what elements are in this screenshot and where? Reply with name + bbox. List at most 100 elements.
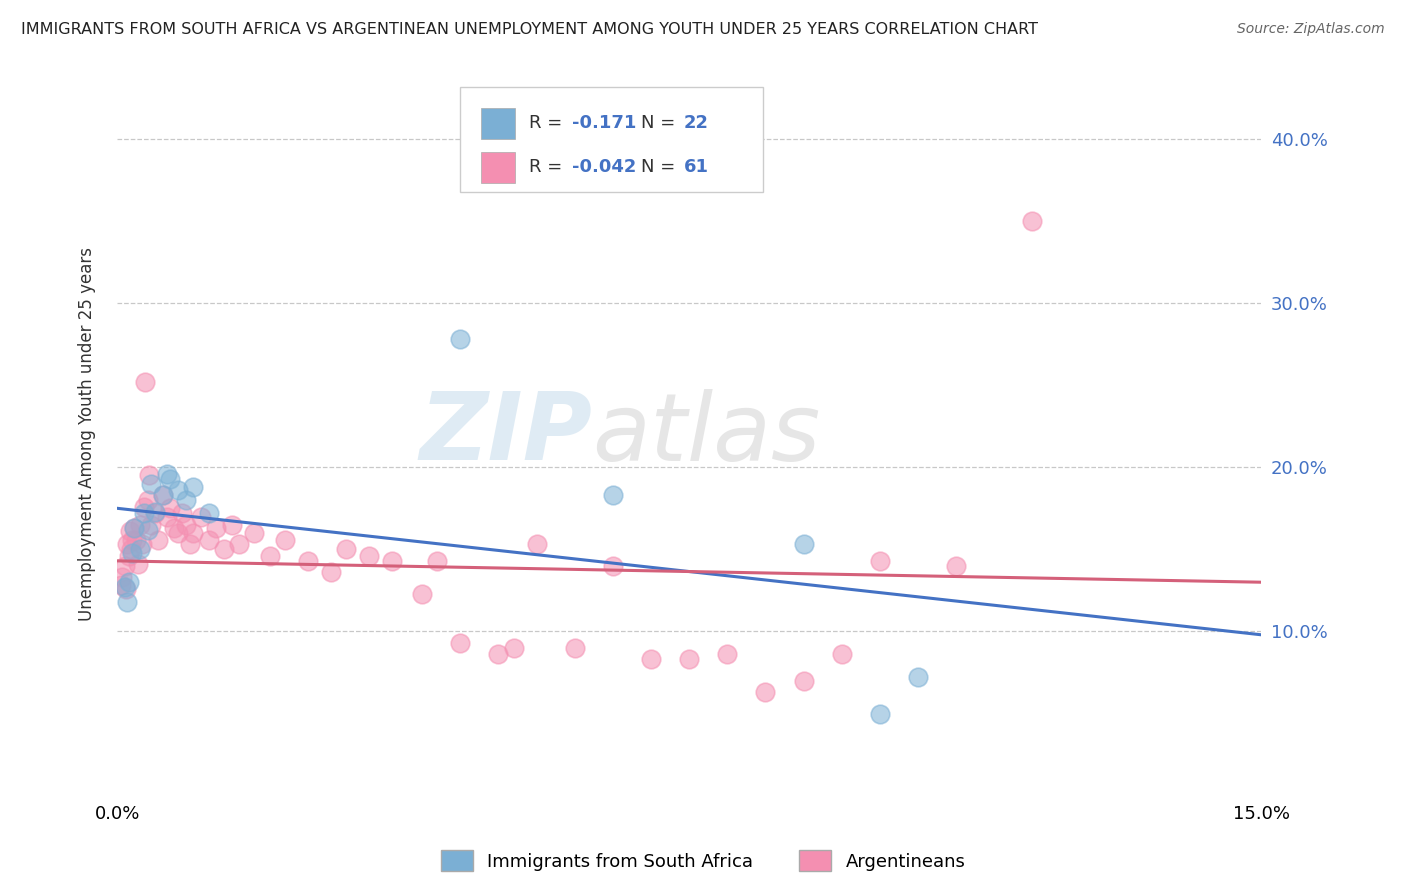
Text: 61: 61	[683, 158, 709, 176]
Point	[792, 673, 814, 688]
Point	[174, 493, 197, 508]
Point	[212, 542, 235, 557]
Point	[488, 648, 510, 662]
Point	[602, 488, 624, 502]
Point	[115, 582, 138, 596]
Point	[259, 549, 281, 563]
Point	[121, 546, 143, 560]
Point	[678, 652, 700, 666]
Point	[156, 509, 179, 524]
Point	[127, 557, 149, 571]
Point	[792, 537, 814, 551]
Point	[907, 671, 929, 685]
Point	[869, 706, 891, 721]
Point	[152, 488, 174, 502]
Point	[381, 554, 404, 568]
Point	[831, 648, 853, 662]
Point	[156, 467, 179, 481]
Point	[243, 525, 266, 540]
Point	[179, 537, 201, 551]
Point	[152, 488, 174, 502]
Point	[335, 542, 357, 557]
Point	[122, 521, 145, 535]
Point	[110, 578, 132, 592]
Point	[122, 521, 145, 535]
Point	[141, 476, 163, 491]
Point	[411, 587, 433, 601]
Point	[640, 652, 662, 666]
FancyBboxPatch shape	[460, 87, 763, 193]
Point	[134, 375, 156, 389]
Point	[114, 580, 136, 594]
FancyBboxPatch shape	[481, 152, 515, 183]
Text: ZIP: ZIP	[419, 388, 592, 481]
Text: N =: N =	[641, 114, 681, 132]
Point	[449, 332, 471, 346]
Point	[197, 533, 219, 547]
Point	[115, 537, 138, 551]
Point	[159, 501, 181, 516]
Point	[132, 500, 155, 514]
Point	[129, 517, 152, 532]
Point	[129, 542, 152, 557]
Point	[136, 493, 159, 508]
Point	[143, 505, 166, 519]
Point	[274, 533, 297, 547]
Point	[141, 517, 163, 532]
Point	[297, 554, 319, 568]
Legend: Immigrants from South Africa, Argentineans: Immigrants from South Africa, Argentinea…	[433, 843, 973, 879]
Point	[125, 533, 148, 547]
Point	[111, 570, 134, 584]
Y-axis label: Unemployment Among Youth under 25 years: Unemployment Among Youth under 25 years	[79, 247, 96, 622]
Point	[319, 566, 342, 580]
Text: R =: R =	[529, 158, 568, 176]
Point	[120, 542, 142, 557]
Point	[120, 524, 142, 539]
Point	[190, 509, 212, 524]
Point	[221, 517, 243, 532]
Point	[502, 640, 524, 655]
FancyBboxPatch shape	[481, 108, 515, 139]
Text: R =: R =	[529, 114, 568, 132]
Point	[138, 468, 160, 483]
Point	[163, 521, 186, 535]
Text: -0.171: -0.171	[572, 114, 637, 132]
Point	[131, 537, 153, 551]
Point	[118, 575, 141, 590]
Point	[121, 533, 143, 547]
Point	[159, 472, 181, 486]
Text: atlas: atlas	[592, 389, 820, 480]
Point	[357, 549, 380, 563]
Text: N =: N =	[641, 158, 681, 176]
Point	[132, 506, 155, 520]
Point	[115, 595, 138, 609]
Point	[945, 558, 967, 573]
Point	[114, 558, 136, 573]
Point	[205, 521, 228, 535]
Point	[716, 648, 738, 662]
Point	[167, 483, 190, 498]
Point	[228, 537, 250, 551]
Text: -0.042: -0.042	[572, 158, 637, 176]
Point	[174, 517, 197, 532]
Point	[167, 525, 190, 540]
Point	[449, 636, 471, 650]
Text: Source: ZipAtlas.com: Source: ZipAtlas.com	[1237, 22, 1385, 37]
Point	[526, 537, 548, 551]
Point	[183, 480, 205, 494]
Point	[183, 525, 205, 540]
Point	[754, 685, 776, 699]
Point	[1021, 214, 1043, 228]
Point	[602, 558, 624, 573]
Point	[869, 554, 891, 568]
Point	[143, 506, 166, 520]
Text: IMMIGRANTS FROM SOUTH AFRICA VS ARGENTINEAN UNEMPLOYMENT AMONG YOUTH UNDER 25 YE: IMMIGRANTS FROM SOUTH AFRICA VS ARGENTIN…	[21, 22, 1038, 37]
Point	[170, 506, 193, 520]
Point	[117, 549, 139, 563]
Point	[146, 533, 169, 547]
Point	[197, 506, 219, 520]
Point	[136, 523, 159, 537]
Point	[426, 554, 449, 568]
Point	[564, 640, 586, 655]
Text: 22: 22	[683, 114, 709, 132]
